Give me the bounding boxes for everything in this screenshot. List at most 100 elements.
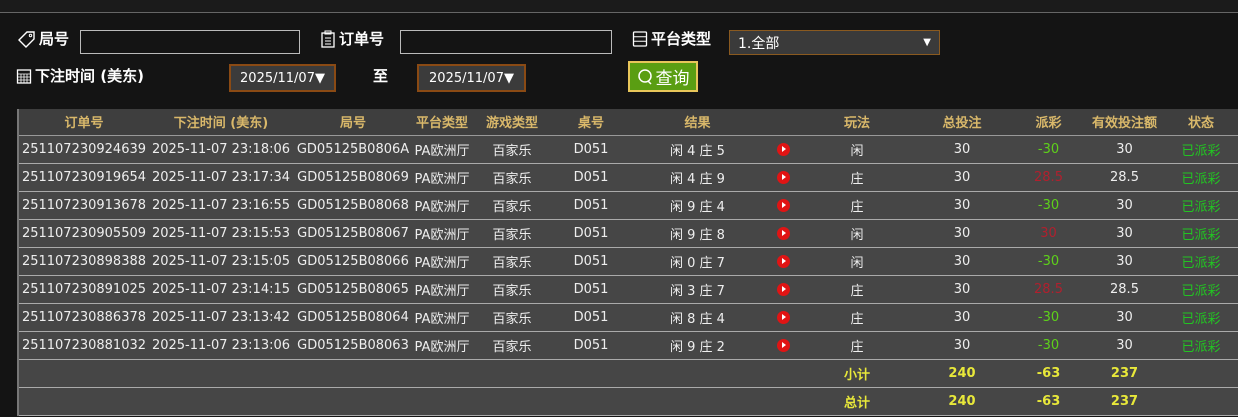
platform-select[interactable]: 1.全部 ▼ — [729, 30, 940, 55]
valid-bet-cell: 30 — [1086, 191, 1163, 220]
play-video-icon[interactable] — [777, 142, 790, 156]
round-input[interactable] — [80, 30, 300, 54]
header-status: 状态 — [1163, 109, 1238, 136]
order-input[interactable] — [400, 30, 612, 54]
bet-time-cell: 2025-11-07 23:15:05 — [149, 247, 293, 276]
table-no-cell: D051 — [553, 275, 629, 304]
valid-bet-cell: 30 — [1086, 303, 1163, 332]
game-type-cell: 百家乐 — [471, 303, 553, 332]
platform-cell: PA欧洲厅 — [413, 303, 471, 332]
empty-cell — [766, 359, 801, 388]
total-bet-cell: 30 — [913, 163, 1011, 192]
subtotal-label: 小计 — [801, 359, 913, 388]
replay — [766, 303, 801, 332]
bet-time-cell: 2025-11-07 23:13:42 — [149, 303, 293, 332]
order-no-cell: 251107230886378 — [17, 303, 149, 332]
empty-cell — [553, 359, 629, 388]
table-row: 251107230919654 2025-11-07 23:17:34 GD0512… — [17, 163, 1238, 192]
top-bar — [0, 0, 1238, 13]
total-bet-cell: 30 — [913, 303, 1011, 332]
bet-type-cell: 庄 — [801, 331, 913, 360]
total-valid: 237 — [1086, 387, 1163, 416]
round-no-cell: GD05125B08064 — [293, 303, 413, 332]
replay — [766, 219, 801, 248]
order-no-cell: 251107230924639 — [17, 135, 149, 164]
table-no-cell: D051 — [553, 191, 629, 220]
empty-cell — [149, 387, 293, 416]
bet-type-cell: 闲 — [801, 247, 913, 276]
status-cell: 已派彩 — [1163, 219, 1238, 248]
table-no-cell: D051 — [553, 219, 629, 248]
play-video-icon[interactable] — [777, 338, 790, 352]
bet-time-cell: 2025-11-07 23:18:06 — [149, 135, 293, 164]
header-bet-type: 玩法 — [801, 109, 913, 136]
header-game-type: 游戏类型 — [471, 109, 553, 136]
table-no-cell: D051 — [553, 331, 629, 360]
empty-cell — [149, 359, 293, 388]
bet-type-cell: 闲 — [801, 219, 913, 248]
empty-cell — [413, 359, 471, 388]
header-table-no: 桌号 — [553, 109, 629, 136]
order-label-text: 订单号 — [339, 30, 385, 48]
clipboard-icon — [321, 30, 335, 48]
empty-cell — [1163, 359, 1238, 388]
status-cell: 已派彩 — [1163, 331, 1238, 360]
play-video-icon[interactable] — [777, 282, 790, 296]
payout-cell: 28.5 — [1011, 163, 1086, 192]
platform-cell: PA欧洲厅 — [413, 191, 471, 220]
date-from-picker[interactable]: 2025/11/07▼ — [229, 64, 336, 92]
round-no-cell: GD05125B0806A — [293, 135, 413, 164]
status-cell: 已派彩 — [1163, 163, 1238, 192]
header-payout: 派彩 — [1011, 109, 1086, 136]
total-bet-cell: 30 — [913, 275, 1011, 304]
payout-cell: 30 — [1011, 219, 1086, 248]
empty-cell — [17, 387, 149, 416]
bet-records-table: 订单号 下注时间 (美东) 局号 平台类型 游戏类型 桌号 结果 玩法 总投注 派彩 有效投注额 状态… — [17, 109, 1238, 416]
result-cell: 闲 8 庄 4 — [629, 303, 766, 332]
bet-time-cell: 2025-11-07 23:14:15 — [149, 275, 293, 304]
subtotal-payout: -63 — [1011, 359, 1086, 388]
play-video-icon[interactable] — [777, 226, 790, 240]
payout-cell: -30 — [1011, 331, 1086, 360]
empty-cell — [413, 387, 471, 416]
subtotal-valid: 237 — [1086, 359, 1163, 388]
payout-cell: 28.5 — [1011, 275, 1086, 304]
round-label: 局号 — [18, 28, 69, 49]
order-no-cell: 251107230898388 — [17, 247, 149, 276]
result-cell: 闲 9 庄 8 — [629, 219, 766, 248]
round-no-cell: GD05125B08067 — [293, 219, 413, 248]
play-video-icon[interactable] — [777, 198, 790, 212]
game-type-cell: 百家乐 — [471, 331, 553, 360]
bet-type-cell: 庄 — [801, 191, 913, 220]
play-video-icon[interactable] — [777, 254, 790, 268]
empty-cell — [17, 359, 149, 388]
platform-label: 平台类型 — [632, 28, 711, 49]
status-cell: 已派彩 — [1163, 247, 1238, 276]
platform-label-text: 平台类型 — [651, 30, 712, 48]
replay — [766, 163, 801, 192]
table-no-cell: D051 — [553, 135, 629, 164]
query-button[interactable]: 查询 — [628, 61, 698, 92]
game-type-cell: 百家乐 — [471, 219, 553, 248]
server-list-icon — [632, 30, 648, 47]
platform-cell: PA欧洲厅 — [413, 135, 471, 164]
play-video-icon[interactable] — [777, 170, 790, 184]
empty-cell — [293, 387, 413, 416]
header-platform-type: 平台类型 — [413, 109, 471, 136]
game-type-cell: 百家乐 — [471, 247, 553, 276]
play-video-icon[interactable] — [777, 310, 790, 324]
bet-time-label-text: 下注时间 (美东) — [35, 67, 144, 85]
order-no-cell: 251107230919654 — [17, 163, 149, 192]
payout-cell: -30 — [1011, 247, 1086, 276]
table-row: 251107230905509 2025-11-07 23:15:53 GD0512… — [17, 219, 1238, 248]
header-replay — [766, 109, 801, 136]
table-row: 251107230886378 2025-11-07 23:13:42 GD0512… — [17, 303, 1238, 332]
query-button-label: 查询 — [655, 69, 690, 89]
subtotal-bet: 240 — [913, 359, 1011, 388]
header-result: 结果 — [629, 109, 766, 136]
date-to-picker[interactable]: 2025/11/07▼ — [417, 64, 526, 92]
round-label-text: 局号 — [39, 30, 70, 48]
order-no-cell: 251107230905509 — [17, 219, 149, 248]
header-round-no: 局号 — [293, 109, 413, 136]
bet-time-cell: 2025-11-07 23:17:34 — [149, 163, 293, 192]
